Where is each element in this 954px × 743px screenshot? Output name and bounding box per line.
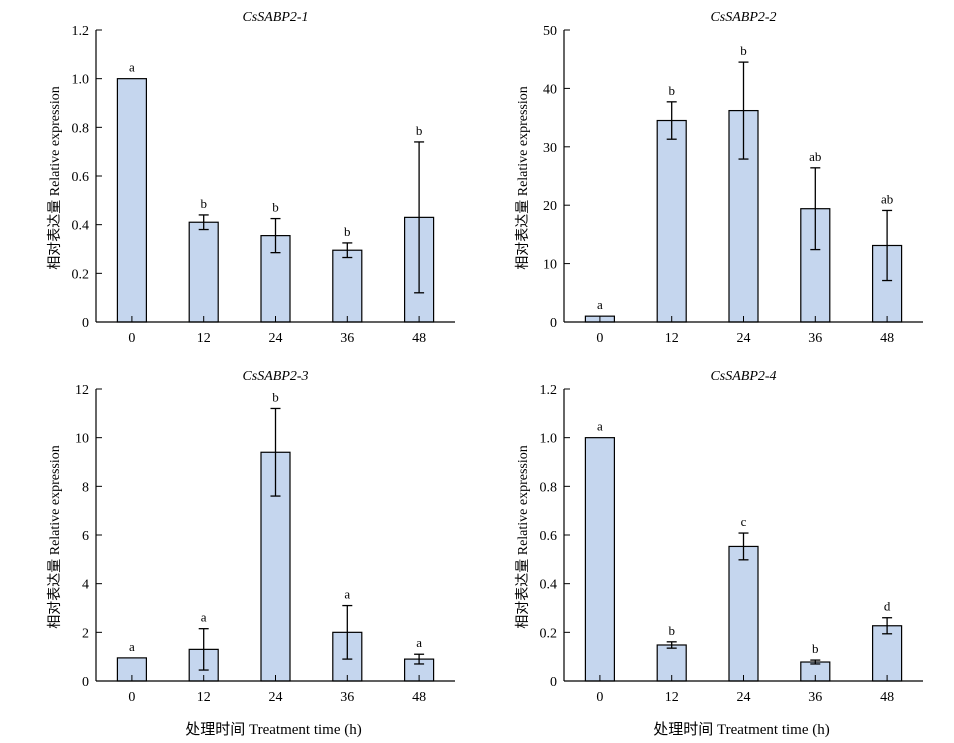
chart3-y-tick-label: 10 — [75, 432, 89, 447]
chart3-x-tick-label: 36 — [340, 690, 354, 705]
chart1-y-tick-label: 0.6 — [72, 170, 90, 185]
chart3-x-tick-label: 0 — [128, 690, 135, 705]
chart3-title: CsSABP2-3 — [242, 369, 308, 384]
chart4-x-tick-label: 36 — [808, 690, 822, 705]
chart1-bar — [332, 249, 363, 323]
chart3-y-tick-label: 12 — [75, 383, 89, 398]
chart2-significance-label: ab — [881, 191, 893, 206]
chart3-x-tick-label: 24 — [269, 690, 283, 705]
chart4-title: CsSABP2-4 — [710, 369, 776, 384]
chart2-x-tick-label: 24 — [737, 331, 751, 346]
chart1-x-tick-label: 24 — [269, 331, 283, 346]
chart2-significance-label: a — [597, 297, 603, 312]
chart1-y-tick-label: 0.8 — [72, 121, 90, 136]
chart4-significance-label: b — [812, 641, 819, 656]
chart4-bar — [584, 437, 616, 682]
chart4-significance-label: d — [884, 599, 891, 614]
chart2-significance-label: b — [668, 83, 675, 98]
chart2-bar — [656, 119, 687, 323]
chart2-x-tick-label: 12 — [665, 331, 679, 346]
chart3-y-tick-label: 2 — [82, 626, 89, 641]
chart4-x-tick-label: 48 — [880, 690, 894, 705]
chart1-significance-label: a — [129, 60, 135, 75]
chart1-significance-label: b — [344, 224, 351, 239]
chart3-y-tick-label: 8 — [82, 480, 89, 495]
chart1-bar — [188, 221, 219, 323]
chart2-y-tick-label: 10 — [543, 258, 557, 273]
chart2-y-tick-label: 50 — [543, 24, 557, 39]
chart2-y-tick-label: 40 — [543, 82, 557, 97]
chart3-significance-label: a — [344, 587, 350, 602]
chart4-x-tick-label: 0 — [596, 690, 603, 705]
chart3-y-axis-label: 相对表达量 Relative expression — [47, 445, 63, 629]
chart1-significance-label: b — [416, 123, 423, 138]
chart4-y-tick-label: 0 — [550, 675, 557, 690]
chart1-y-tick-label: 0.4 — [72, 219, 90, 234]
chart2-x-tick-label: 0 — [596, 331, 603, 346]
chart4-y-tick-label: 0.2 — [540, 626, 558, 641]
chart1-y-tick-label: 1.0 — [72, 73, 90, 88]
chart3-significance-label: a — [129, 639, 135, 654]
chart3-y-tick-label: 4 — [82, 578, 89, 593]
chart3-significance-label: a — [416, 635, 422, 650]
chart4-y-tick-label: 0.4 — [540, 578, 558, 593]
chart3-significance-label: b — [272, 389, 279, 404]
chart1-significance-label: b — [272, 200, 279, 215]
chart1-x-tick-label: 12 — [197, 331, 211, 346]
chart4-y-tick-label: 0.8 — [540, 480, 558, 495]
chart2-y-tick-label: 20 — [543, 199, 557, 214]
chart4-bar — [728, 545, 759, 682]
chart1-y-tick-label: 0.2 — [72, 267, 90, 282]
chart4-x-axis-label: 处理时间 Treatment time (h) — [653, 721, 830, 738]
chart3-x-axis-label: 处理时间 Treatment time (h) — [185, 721, 362, 738]
chart1-x-tick-label: 36 — [340, 331, 354, 346]
chart1-x-tick-label: 48 — [412, 331, 426, 346]
chart3-y-tick-label: 0 — [82, 675, 89, 690]
chart1-x-tick-label: 0 — [128, 331, 135, 346]
chart3-y-tick-label: 6 — [82, 529, 89, 544]
chart3-significance-label: a — [201, 610, 207, 625]
chart2-y-axis-label: 相对表达量 Relative expression — [515, 86, 531, 270]
chart3-x-tick-label: 48 — [412, 690, 426, 705]
chart4-y-tick-label: 0.6 — [540, 529, 558, 544]
chart2-x-tick-label: 48 — [880, 331, 894, 346]
chart4-significance-label: a — [597, 419, 603, 434]
chart4-x-tick-label: 12 — [665, 690, 679, 705]
chart2-x-tick-label: 36 — [808, 331, 822, 346]
chart3-x-tick-label: 12 — [197, 690, 211, 705]
chart4-y-tick-label: 1.0 — [540, 432, 558, 447]
chart2-y-tick-label: 0 — [550, 316, 557, 331]
chart1-title: CsSABP2-1 — [242, 10, 308, 25]
chart1-bar — [116, 78, 148, 323]
chart2-title: CsSABP2-2 — [710, 10, 776, 25]
chart4-x-tick-label: 24 — [737, 690, 751, 705]
chart4-y-tick-label: 1.2 — [540, 383, 558, 398]
chart1-significance-label: b — [200, 196, 207, 211]
chart2-significance-label: ab — [809, 149, 821, 164]
chart4-y-axis-label: 相对表达量 Relative expression — [515, 445, 531, 629]
chart2-y-tick-label: 30 — [543, 141, 557, 156]
chart4-significance-label: b — [668, 623, 675, 638]
chart1-y-axis-label: 相对表达量 Relative expression — [47, 86, 63, 270]
chart1-y-tick-label: 1.2 — [72, 24, 90, 39]
chart4-significance-label: c — [741, 514, 747, 529]
chart1-y-tick-label: 0 — [82, 316, 89, 331]
chart2-significance-label: b — [740, 43, 747, 58]
